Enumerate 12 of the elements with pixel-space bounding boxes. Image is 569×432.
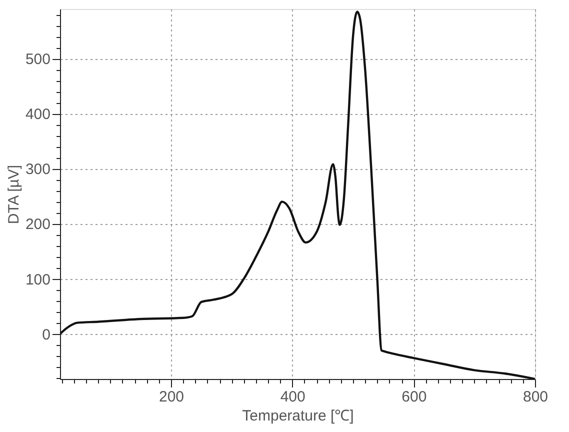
y-axis-title: DTA [µV] <box>5 164 22 224</box>
y-tick-label: 0 <box>42 326 50 344</box>
y-tick-label: 200 <box>25 216 50 234</box>
x-axis-title: Temperature [℃] <box>242 408 354 424</box>
y-tick-label: 500 <box>25 51 50 68</box>
x-tick-label: 200 <box>159 388 184 406</box>
x-tick-label: 800 <box>522 388 548 406</box>
x-tick-label: 600 <box>402 388 427 406</box>
y-tick-label: 100 <box>25 271 50 288</box>
x-tick-label: 400 <box>280 388 306 406</box>
y-tick-label: 400 <box>25 106 50 124</box>
y-tick-label: 300 <box>25 161 50 178</box>
